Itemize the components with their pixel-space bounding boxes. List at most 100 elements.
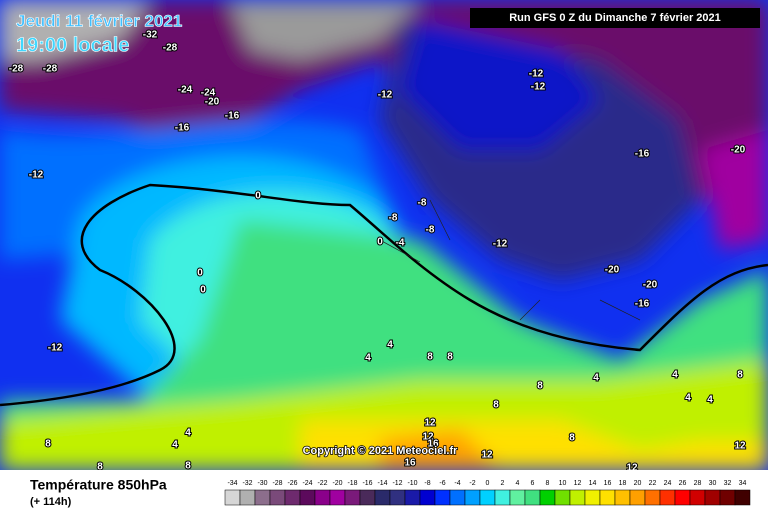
contour-label: 4 [172,440,178,451]
scale-label: -12 [392,480,402,487]
contour-label: -20 [205,97,220,108]
lead-time: (+ 114h) [30,496,72,508]
scale-label: 14 [589,480,597,487]
contour-label: 4 [185,428,191,439]
contour-label: 8 [97,462,103,473]
run-box [470,8,760,28]
scale-label: 12 [574,480,582,487]
scale-label: -2 [469,480,475,487]
contour-label: -12 [493,239,508,250]
scale-label: 2 [501,480,505,487]
contour-label: -12 [48,343,63,354]
scale-label: 34 [739,480,747,487]
scale-label: -4 [454,480,460,487]
scale-label: 18 [619,480,627,487]
contour-label: 8 [737,370,743,381]
contour-label: -16 [635,299,650,310]
scale-label: 32 [724,480,732,487]
contour-label: 0 [255,191,261,202]
contour-label: 8 [569,433,575,444]
run: Run GFS 0 Z du Dimanche 7 février 2021 [509,12,721,24]
scale-swatch [719,489,736,506]
scale-swatch [284,489,301,506]
scale-label: 20 [634,480,642,487]
scale-swatch [689,489,706,506]
contour-label: 12 [424,418,436,429]
scale-swatch [389,489,406,506]
contour-label: -24 [178,85,193,96]
zero-isotherm [0,183,768,407]
scale-label: 22 [649,480,657,487]
contour-label: -8 [418,198,427,209]
scale-label: -32 [242,480,252,487]
scale-swatch [584,489,601,506]
scale-swatch [449,489,466,506]
scale-swatch [239,489,256,506]
copyright: Copyright © 2021 Meteociel.fr [303,445,459,457]
contour-label: -28 [163,43,178,54]
scale-label: -26 [287,480,297,487]
scale-swatch [419,489,436,506]
scale-label: -6 [439,480,445,487]
scale-swatch [299,489,316,506]
contour-label: -24 [201,88,216,99]
scale-label: 0 [486,480,490,487]
contour-label: -12 [378,90,393,101]
scale-swatch [569,489,586,506]
contour-label: -16 [175,123,190,134]
scale-label: 24 [664,480,672,487]
scale-swatch [269,489,286,506]
scale-swatch [359,489,376,506]
scale-label: 28 [694,480,702,487]
parameter: Température 850hPa [30,477,167,493]
contour-label: -8 [426,225,435,236]
contour-label: 8 [447,352,453,363]
contour-label: 8 [493,400,499,411]
contour-label: -20 [731,145,746,156]
scale-swatch [539,489,556,506]
scale-swatch [329,489,346,506]
scale-label: -34 [227,480,237,487]
scale-swatch [374,489,391,506]
scale-swatch [464,489,481,506]
scale-swatch [629,489,646,506]
contour-label: 12 [422,432,434,443]
date: Jeudi 11 février 2021 [16,11,182,30]
scale-swatch [614,489,631,506]
scale-label: -16 [362,480,372,487]
contour-label: -16 [225,111,240,122]
scale-label: 6 [531,480,535,487]
contour-label: 12 [734,441,746,452]
scale-swatch [494,489,511,506]
contour-label: 8 [537,381,543,392]
scale-swatch [674,489,691,506]
contour-label: 4 [672,370,678,381]
scale-label: -10 [407,480,417,487]
contour-labels: -32-28-28 -28-24 -24-20-16-16-12-12-12-12-… [8,29,747,475]
contour-label: -20 [643,280,658,291]
contour-label: -32 [143,30,158,41]
contour-label: 4 [365,353,371,364]
contour-label: -28 [43,64,58,75]
contour-label: 8 [427,352,433,363]
scale-swatch [344,489,361,506]
scale-swatch [524,489,541,506]
scale-swatch [254,489,271,506]
contour-label: -12 [529,69,544,80]
contour-label: -28 [9,64,24,75]
contour-label: 0 [377,237,383,248]
scale-label: -8 [424,480,430,487]
scale-label: 30 [709,480,717,487]
contour-label: 4 [707,395,713,406]
contour-label: -12 [29,170,44,181]
scale-swatch [659,489,676,506]
scale-label: 4 [516,480,520,487]
contour-label: 16 [427,439,439,450]
scale-label: -28 [272,480,282,487]
scale-swatch [644,489,661,506]
scale-label: -30 [257,480,267,487]
scale-swatch [734,489,751,506]
scale-label: -24 [302,480,312,487]
